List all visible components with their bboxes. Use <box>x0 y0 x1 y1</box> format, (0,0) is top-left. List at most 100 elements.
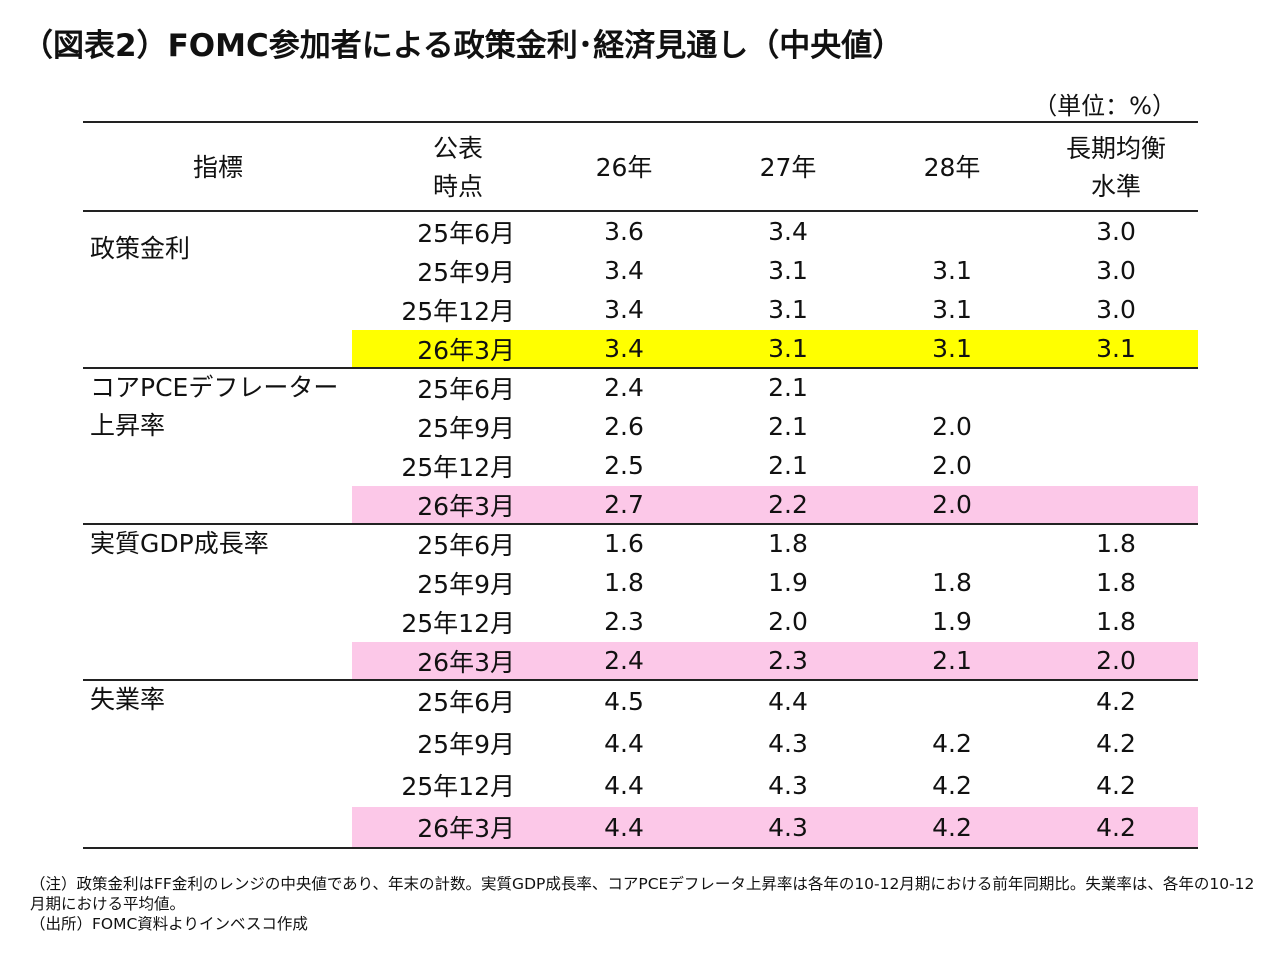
date-cell: 25年12月 <box>401 772 515 801</box>
date-cell: 25年6月 <box>417 374 515 404</box>
value-cell: 4.2 <box>1096 812 1136 842</box>
rule <box>83 679 1198 681</box>
indicator: 実質GDP成長率 <box>90 525 269 563</box>
header-cell: 26年 <box>542 125 706 210</box>
date-cell: 25年9月 <box>417 413 515 443</box>
value-cell: 1.6 <box>604 529 644 558</box>
unit: （単位：%） <box>1033 92 1176 120</box>
value-cell: 3.4 <box>604 256 644 285</box>
date-cell: 25年6月 <box>417 530 515 560</box>
value-cell: 3.1 <box>932 256 972 285</box>
value-cell: 4.4 <box>768 686 808 716</box>
value-cell: 2.6 <box>604 412 644 441</box>
indicator-line: 上昇率 <box>90 411 166 440</box>
value-cell: 2.0 <box>768 607 808 636</box>
value-cell: 3.1 <box>1096 334 1136 363</box>
note: （注）政策金利はFF金利のレンジの中央値であり、年末の計数。実質GDP成長率、コ… <box>30 875 1255 913</box>
header-cell: 28年 <box>870 125 1034 210</box>
value-cell: 4.5 <box>604 686 644 716</box>
value-cell: 1.8 <box>1096 529 1136 558</box>
value-cell: 1.8 <box>932 568 972 597</box>
value-cell: 4.2 <box>932 728 972 758</box>
value-cell: 2.7 <box>604 490 644 519</box>
indicator-line: 失業率 <box>90 685 166 714</box>
highlight <box>352 642 1198 679</box>
notes: （注）政策金利はFF金利のレンジの中央値であり、年末の計数。実質GDP成長率、コ… <box>30 874 1255 934</box>
date-cell: 26年3月 <box>417 814 515 843</box>
date-cell: 26年3月 <box>417 335 515 365</box>
value-cell: 2.5 <box>604 451 644 480</box>
header-line: 時点 <box>432 171 483 201</box>
value-cell: 2.3 <box>768 646 808 675</box>
value-cell: 2.1 <box>768 373 808 402</box>
header-line: 指標 <box>192 152 243 182</box>
header-cell: 長期均衡 水準 <box>1034 125 1198 210</box>
value-cell: 1.9 <box>932 607 972 636</box>
value-cell: 3.4 <box>768 217 808 246</box>
highlight <box>352 807 1198 847</box>
indicator-line: コアPCEデフレーター <box>90 373 339 402</box>
value-cell: 4.2 <box>932 812 972 842</box>
value-cell: 1.8 <box>604 568 644 597</box>
header-cell: 公表 時点 <box>360 125 556 210</box>
header-line: 26年 <box>595 152 653 182</box>
value-cell: 4.2 <box>1096 770 1136 800</box>
value-cell: 4.3 <box>768 770 808 800</box>
value-cell: 4.2 <box>1096 728 1136 758</box>
title: （図表2）FOMC参加者による政策金利･経済見通し（中央値） <box>22 28 904 64</box>
header-line: 水準 <box>1090 171 1141 201</box>
value-cell: 2.1 <box>768 412 808 441</box>
indicator-line: 実質GDP成長率 <box>90 529 269 558</box>
value-cell: 2.0 <box>932 490 972 519</box>
header-line: 公表 <box>432 133 483 163</box>
value-cell: 3.4 <box>604 295 644 324</box>
rule <box>83 210 1198 212</box>
value-cell: 2.2 <box>768 490 808 519</box>
value-cell: 4.3 <box>768 728 808 758</box>
value-cell: 2.0 <box>932 451 972 480</box>
header-line: 長期均衡 <box>1065 133 1166 163</box>
value-cell: 1.8 <box>768 529 808 558</box>
value-cell: 2.0 <box>1096 646 1136 675</box>
indicator-line: 政策金利 <box>90 234 191 263</box>
value-cell: 4.4 <box>604 770 644 800</box>
value-cell: 4.2 <box>932 770 972 800</box>
date-cell: 25年12月 <box>401 296 515 326</box>
value-cell: 4.4 <box>604 728 644 758</box>
value-cell: 4.2 <box>1096 686 1136 716</box>
value-cell: 3.0 <box>1096 295 1136 324</box>
note: （出所）FOMC資料よりインベスコ作成 <box>30 915 308 933</box>
rule <box>83 847 1198 849</box>
value-cell: 3.1 <box>768 256 808 285</box>
date-cell: 25年9月 <box>417 569 515 599</box>
date-cell: 25年6月 <box>417 688 515 717</box>
value-cell: 2.0 <box>932 412 972 441</box>
value-cell: 1.9 <box>768 568 808 597</box>
header-line: 28年 <box>923 152 981 182</box>
value-cell: 3.1 <box>932 334 972 363</box>
value-cell: 1.8 <box>1096 607 1136 636</box>
date-cell: 25年6月 <box>417 218 515 248</box>
date-cell: 25年9月 <box>417 257 515 287</box>
value-cell: 1.8 <box>1096 568 1136 597</box>
header-cell: 27年 <box>706 125 870 210</box>
rule <box>83 523 1198 525</box>
value-cell: 3.1 <box>768 295 808 324</box>
date-cell: 25年9月 <box>417 730 515 759</box>
date-cell: 25年12月 <box>401 452 515 482</box>
value-cell: 2.3 <box>604 607 644 636</box>
value-cell: 2.1 <box>932 646 972 675</box>
rule <box>83 367 1198 369</box>
header-cell: 指標 <box>83 125 353 210</box>
date-cell: 26年3月 <box>417 491 515 521</box>
header-line: 27年 <box>759 152 817 182</box>
indicator: コアPCEデフレーター 上昇率 <box>90 369 338 445</box>
value-cell: 2.1 <box>768 451 808 480</box>
value-cell: 3.1 <box>768 334 808 363</box>
value-cell: 2.4 <box>604 373 644 402</box>
value-cell: 3.0 <box>1096 256 1136 285</box>
value-cell: 3.1 <box>932 295 972 324</box>
rule <box>83 121 1198 123</box>
value-cell: 3.0 <box>1096 217 1136 246</box>
